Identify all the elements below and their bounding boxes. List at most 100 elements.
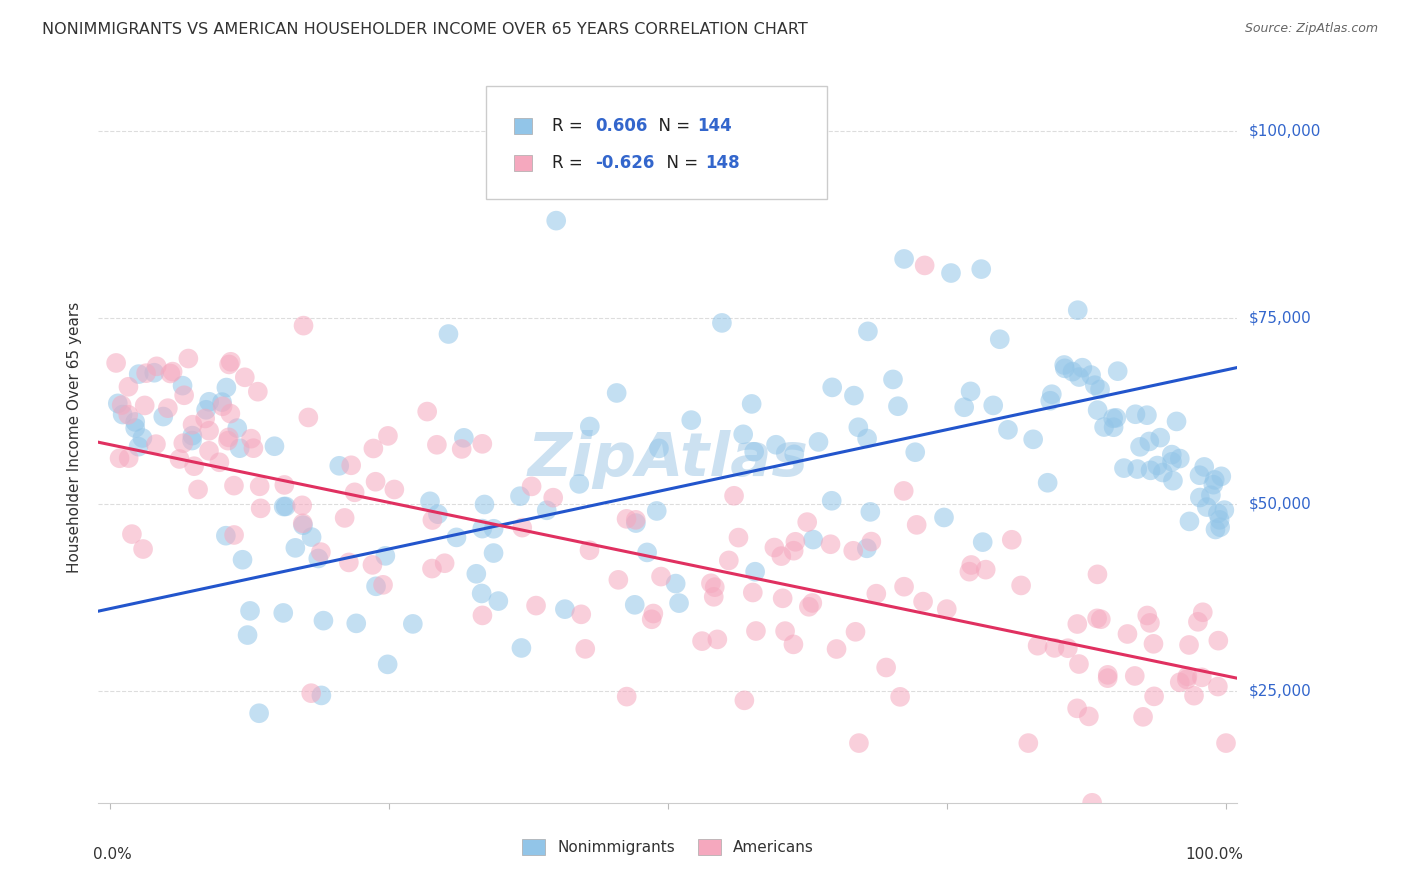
Point xyxy=(1067,657,1090,671)
Point xyxy=(249,479,271,493)
Point xyxy=(645,504,668,518)
Point xyxy=(875,660,897,674)
Point xyxy=(297,410,319,425)
Point xyxy=(105,356,128,370)
Point xyxy=(974,563,997,577)
Point xyxy=(554,602,576,616)
Point xyxy=(1062,365,1084,379)
Point xyxy=(700,576,723,591)
Point xyxy=(733,427,755,442)
Point xyxy=(131,431,153,445)
Point xyxy=(904,445,927,459)
Point xyxy=(569,607,592,622)
Point xyxy=(117,380,139,394)
Point xyxy=(510,640,533,655)
Point xyxy=(848,736,870,750)
FancyBboxPatch shape xyxy=(515,118,531,135)
Point xyxy=(273,478,295,492)
Point xyxy=(284,541,307,555)
Point xyxy=(233,370,256,384)
Point xyxy=(650,569,672,583)
Point xyxy=(1066,701,1088,715)
Point xyxy=(1067,303,1090,318)
Point xyxy=(242,441,264,455)
Point xyxy=(783,447,806,461)
Point xyxy=(972,535,994,549)
Point xyxy=(222,528,245,542)
Point xyxy=(524,599,547,613)
Point xyxy=(1085,611,1108,625)
Point xyxy=(482,546,505,560)
Point xyxy=(960,558,983,572)
Point xyxy=(134,399,156,413)
Point xyxy=(187,483,209,497)
Point xyxy=(1206,680,1229,694)
Point xyxy=(1161,474,1184,488)
Point xyxy=(246,384,269,399)
Point xyxy=(1143,690,1166,704)
Point xyxy=(273,500,295,514)
Point xyxy=(215,529,238,543)
Point xyxy=(893,483,915,498)
Point xyxy=(1204,523,1226,537)
FancyBboxPatch shape xyxy=(485,86,827,200)
Point xyxy=(865,587,887,601)
Point xyxy=(107,396,129,410)
Point xyxy=(1053,358,1076,372)
Point xyxy=(624,516,647,530)
Point xyxy=(1040,387,1063,401)
Point xyxy=(1056,641,1078,656)
Point xyxy=(1168,451,1191,466)
Point xyxy=(579,419,602,434)
Point xyxy=(782,543,804,558)
Point xyxy=(770,549,793,563)
Text: N =: N = xyxy=(657,153,704,172)
Point xyxy=(1123,669,1146,683)
Point xyxy=(520,479,543,493)
Point xyxy=(727,531,749,545)
Point xyxy=(889,690,911,704)
Point xyxy=(510,520,533,534)
Point xyxy=(222,478,245,492)
Point xyxy=(1202,477,1225,491)
Point xyxy=(198,443,221,458)
Legend: Nonimmigrants, Americans: Nonimmigrants, Americans xyxy=(516,833,820,861)
Point xyxy=(1077,709,1099,723)
Point xyxy=(1152,466,1174,480)
Point xyxy=(1168,675,1191,690)
Point xyxy=(905,517,928,532)
Point xyxy=(181,417,204,432)
Point xyxy=(118,451,141,466)
Point xyxy=(665,576,688,591)
Point xyxy=(419,494,441,508)
Point xyxy=(364,475,387,489)
FancyBboxPatch shape xyxy=(515,154,531,171)
Point xyxy=(361,558,384,572)
Point xyxy=(124,415,146,429)
Point xyxy=(932,510,955,524)
Point xyxy=(215,380,238,394)
Point xyxy=(796,515,818,529)
Point xyxy=(641,612,664,626)
Point xyxy=(433,556,456,570)
Point xyxy=(541,491,564,505)
Point xyxy=(859,505,882,519)
Point xyxy=(765,438,787,452)
Point xyxy=(1211,469,1233,483)
Point xyxy=(733,693,755,707)
Point xyxy=(1208,633,1230,648)
Point xyxy=(312,614,335,628)
Point xyxy=(846,420,869,434)
Point xyxy=(328,458,350,473)
Point xyxy=(710,316,733,330)
Point xyxy=(211,395,233,409)
Point xyxy=(292,318,315,333)
Point xyxy=(939,266,962,280)
Point xyxy=(935,602,957,616)
Point xyxy=(623,598,645,612)
Point xyxy=(741,397,763,411)
Point xyxy=(111,398,134,412)
Point xyxy=(1039,393,1062,408)
Point xyxy=(145,359,167,374)
Point xyxy=(1209,520,1232,534)
